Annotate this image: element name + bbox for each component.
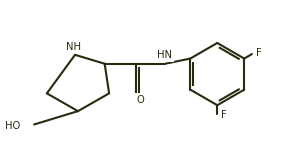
Text: F: F xyxy=(221,110,227,120)
Text: F: F xyxy=(256,48,261,58)
Text: HN: HN xyxy=(157,50,172,60)
Text: HO: HO xyxy=(5,121,20,131)
Text: NH: NH xyxy=(66,42,81,52)
Text: O: O xyxy=(136,95,144,105)
